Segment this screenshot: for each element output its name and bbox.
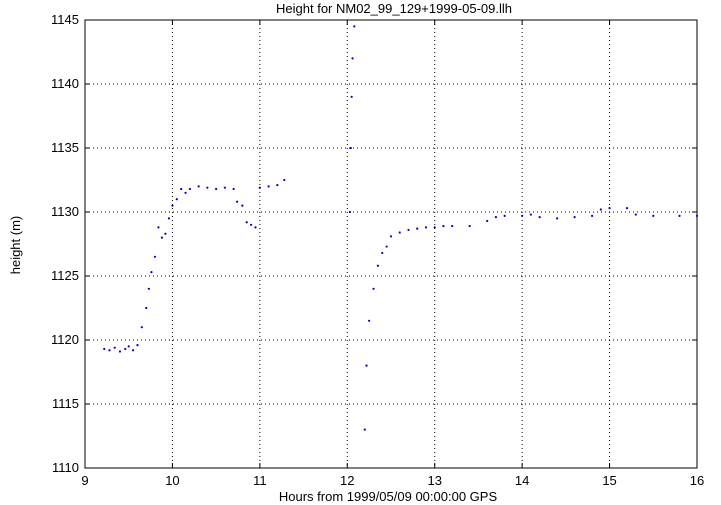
- data-point: [351, 57, 354, 60]
- data-point: [599, 208, 602, 211]
- x-tick-label: 9: [81, 473, 88, 488]
- data-point: [363, 428, 366, 431]
- plot-frame: [84, 19, 698, 469]
- data-point: [416, 227, 419, 230]
- data-point: [245, 221, 248, 224]
- data-point: [171, 204, 174, 207]
- data-point: [372, 287, 375, 290]
- data-point: [385, 245, 388, 248]
- y-tick-label: 1135: [51, 140, 79, 155]
- x-tick-label: 11: [253, 473, 267, 488]
- data-point: [348, 210, 352, 214]
- data-point: [254, 226, 257, 229]
- data-point: [241, 204, 244, 207]
- data-point: [184, 191, 187, 194]
- y-tick-label: 1145: [51, 12, 79, 27]
- data-point: [353, 25, 356, 28]
- y-tick-label: 1110: [52, 460, 79, 475]
- data-point: [442, 224, 445, 228]
- data-point: [150, 271, 153, 274]
- data-point: [127, 345, 130, 348]
- data-point: [494, 216, 498, 219]
- data-point: [634, 213, 637, 216]
- data-point: [215, 187, 218, 191]
- data-point: [131, 349, 135, 352]
- data-point: [108, 349, 111, 352]
- x-tick-label: 10: [165, 473, 179, 488]
- data-point: [236, 200, 239, 203]
- data-point: [223, 186, 226, 189]
- data-point: [153, 255, 157, 258]
- chart-title: Height for NM02_99_129+1999-05-09.llh: [276, 1, 512, 16]
- y-axis-label: height (m): [8, 216, 23, 275]
- data-point: [349, 146, 352, 150]
- data-point: [167, 217, 171, 220]
- data-point: [389, 235, 393, 238]
- x-tick-label: 12: [340, 473, 354, 488]
- data-point: [267, 185, 270, 188]
- grid: [85, 20, 697, 468]
- data-point: [140, 326, 143, 329]
- data-point: [350, 95, 353, 98]
- y-tick-label: 1140: [51, 76, 79, 91]
- x-tick-label: 13: [427, 473, 441, 488]
- data-point: [368, 319, 371, 322]
- data-point: [529, 213, 532, 216]
- data-point: [160, 236, 164, 239]
- data-point: [365, 364, 368, 367]
- data-point: [433, 226, 436, 229]
- data-point: [283, 178, 286, 182]
- data-point: [652, 214, 655, 217]
- y-tick-label: 1115: [52, 396, 79, 411]
- data-point: [113, 346, 116, 349]
- data-point: [276, 184, 279, 187]
- y-tick-label: 1120: [51, 332, 79, 347]
- data-points: [103, 25, 699, 431]
- data-point: [468, 224, 471, 228]
- data-point: [145, 306, 148, 310]
- data-point: [521, 214, 524, 217]
- data-point: [590, 214, 594, 217]
- data-point: [197, 185, 200, 188]
- data-point: [398, 231, 401, 234]
- x-tick-label: 14: [515, 473, 529, 488]
- data-point: [188, 187, 192, 191]
- y-tick-label: 1125: [51, 268, 79, 283]
- data-point: [381, 251, 384, 255]
- data-point: [625, 207, 629, 210]
- data-point: [180, 187, 183, 191]
- data-point: [608, 207, 611, 210]
- data-point: [486, 219, 489, 223]
- data-point: [147, 287, 150, 290]
- data-point: [118, 350, 122, 353]
- y-tick-label: 1130: [51, 204, 79, 219]
- data-point: [250, 223, 253, 226]
- data-point: [407, 228, 410, 232]
- data-point: [124, 347, 127, 351]
- x-tick-label: 16: [690, 473, 704, 488]
- data-point: [175, 198, 178, 201]
- data-point: [206, 186, 209, 189]
- data-point: [258, 186, 261, 189]
- x-tick-label: 15: [602, 473, 616, 488]
- x-axis-label: Hours from 1999/05/09 00:00:00 GPS: [279, 489, 498, 504]
- data-point: [573, 216, 576, 219]
- data-point: [136, 344, 139, 347]
- data-point: [503, 214, 506, 217]
- data-point: [157, 226, 160, 229]
- data-point: [376, 264, 379, 267]
- data-point: [538, 216, 541, 219]
- axis-ticks: 9 10 11 12 13 14 15 16 1110 1115 1120 1125 1130 1135 1…: [51, 12, 704, 488]
- data-point: [678, 214, 681, 217]
- data-point: [424, 226, 428, 229]
- data-point: [451, 224, 454, 228]
- data-point: [232, 187, 235, 191]
- data-point: [695, 214, 699, 217]
- data-point: [164, 232, 167, 235]
- data-point: [103, 347, 106, 351]
- data-point: [556, 217, 559, 220]
